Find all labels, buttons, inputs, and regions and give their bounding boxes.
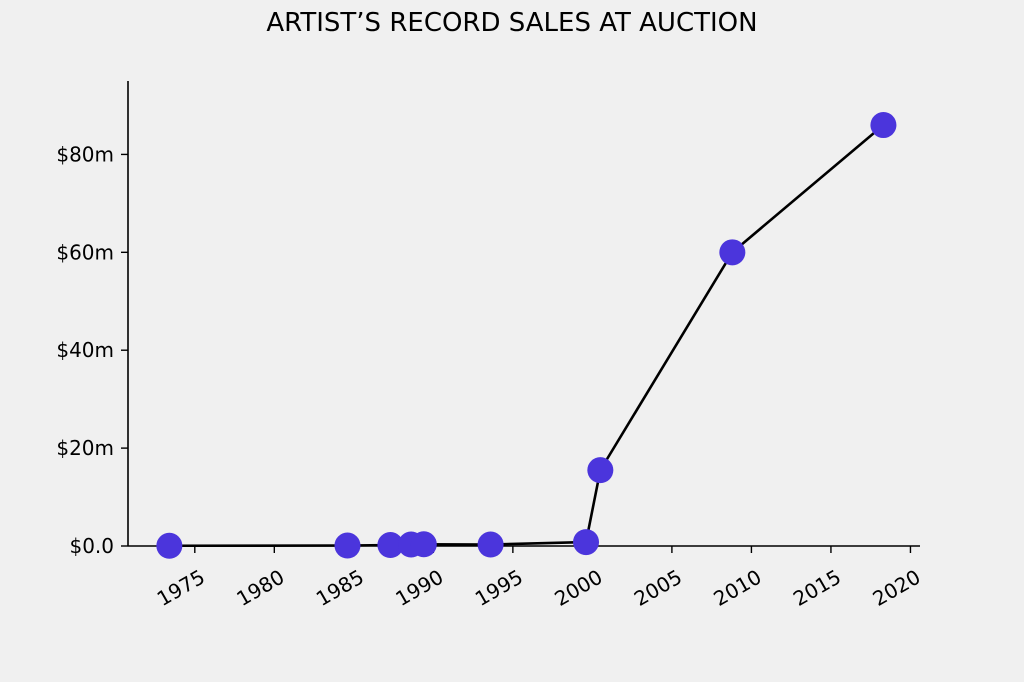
- x-tick-label: 1995: [471, 565, 527, 611]
- data-point: [334, 532, 361, 559]
- y-tick-label: $20m: [56, 436, 114, 460]
- series-line: [169, 124, 885, 548]
- data-point: [870, 112, 897, 139]
- y-tick-label: $0.0: [69, 534, 114, 558]
- data-point: [719, 239, 746, 266]
- data-point: [377, 532, 404, 559]
- y-tick-label: $60m: [56, 240, 114, 264]
- data-point: [410, 531, 437, 558]
- x-tick-label: 1985: [312, 565, 368, 611]
- x-tick-label: 1975: [153, 565, 209, 611]
- series: [156, 112, 897, 559]
- y-tick-label: $40m: [56, 338, 114, 362]
- x-tick-label: 1980: [232, 565, 288, 611]
- x-tick-label: 2005: [630, 565, 686, 611]
- x-tick-label: 1990: [391, 565, 447, 611]
- x-tick-label: 2000: [550, 565, 606, 611]
- axes: [127, 81, 920, 547]
- y-tick-label: $80m: [56, 142, 114, 166]
- x-tick-label: 2015: [789, 565, 845, 611]
- data-point: [573, 529, 600, 556]
- chart-title: ARTIST’S RECORD SALES AT AUCTION: [266, 8, 758, 38]
- x-tick-label: 2010: [709, 565, 765, 611]
- x-tick-label: 2020: [868, 565, 924, 611]
- data-point: [477, 531, 504, 558]
- data-point: [156, 532, 183, 559]
- data-point: [587, 457, 614, 484]
